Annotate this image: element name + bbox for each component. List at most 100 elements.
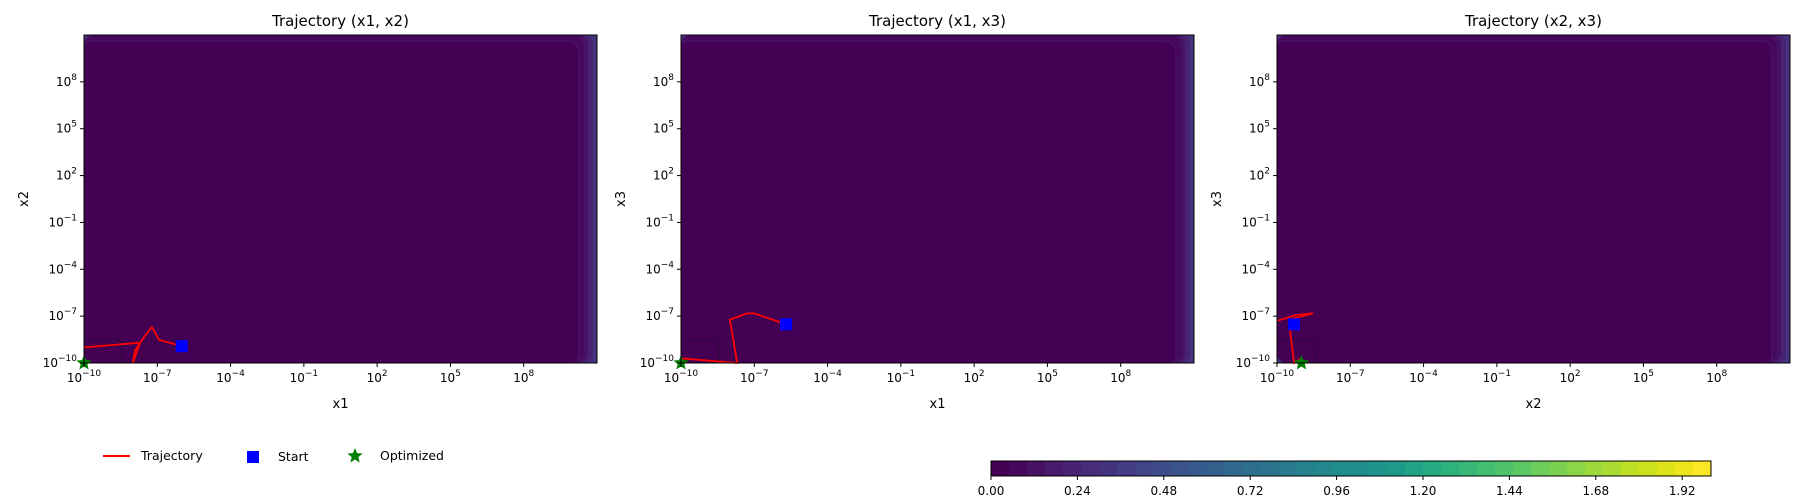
start-marker <box>175 340 188 353</box>
tick-exponent: −4 <box>661 260 675 270</box>
colorbar-band <box>1675 461 1694 476</box>
ticks: 10−10 10−7 10−4 10−1 102 105 10810−1010−710−41… <box>1236 73 1728 385</box>
tick-base: 10 <box>513 371 528 385</box>
colorbar-band <box>1549 461 1568 476</box>
colorbar-band <box>1063 461 1082 476</box>
colorbar-band <box>1225 461 1244 476</box>
x-tick-label: 10−10 <box>664 369 699 385</box>
tick-exponent: 5 <box>71 120 77 130</box>
tick-base: 10 <box>1110 371 1125 385</box>
y-tick-label: 10−10 <box>640 354 675 370</box>
tick-exponent: 5 <box>1264 120 1270 130</box>
x-tick-label: 10−7 <box>1336 369 1365 385</box>
y-tick-label: 10−7 <box>645 307 674 323</box>
plot-area <box>76 35 597 370</box>
tick-base: 10 <box>1633 371 1648 385</box>
trajectory-line <box>1276 312 1314 365</box>
tick-exponent: −1 <box>1498 369 1511 379</box>
tick-base: 10 <box>964 371 979 385</box>
x-tick-label: 102 <box>1560 369 1581 385</box>
colorbar-band <box>1585 461 1604 476</box>
x-tick-label: 10−10 <box>1260 369 1295 385</box>
colorbar-band <box>1045 461 1064 476</box>
colorbar-band <box>1207 461 1226 476</box>
colorbar-band <box>1567 461 1586 476</box>
colorbar-tick-label: 0.00 <box>978 484 1005 498</box>
tick-exponent: −1 <box>661 213 674 223</box>
tick-base: 10 <box>67 371 82 385</box>
contour-line-minimum <box>84 338 123 363</box>
tick-base: 10 <box>56 75 71 89</box>
tick-base: 10 <box>1409 371 1424 385</box>
contour-fill-plateau <box>84 40 580 363</box>
colorbar-band <box>1369 461 1388 476</box>
tick-exponent: −7 <box>755 369 768 379</box>
tick-exponent: 5 <box>668 120 674 130</box>
ticks: 10−10 10−7 10−4 10−1 102 105 10810−1010−710−41… <box>640 73 1132 385</box>
legend: Trajectory Start Optimized <box>103 448 444 464</box>
tick-base: 10 <box>740 371 755 385</box>
plot-area <box>673 35 1194 370</box>
colorbar-band <box>1531 461 1550 476</box>
tick-exponent: 2 <box>668 167 674 177</box>
colorbar-tick-label: 0.24 <box>1064 484 1091 498</box>
x-axis-label: x1 <box>333 397 349 412</box>
y-axis-label: x2 <box>17 191 32 207</box>
colorbar-tick-label: 1.68 <box>1582 484 1609 498</box>
y-tick-label: 10−7 <box>48 307 77 323</box>
tick-exponent: 2 <box>1575 369 1581 379</box>
trajectory-line <box>680 312 787 364</box>
x-tick-label: 10−4 <box>813 369 842 385</box>
tick-base: 10 <box>48 309 63 323</box>
tick-base: 10 <box>367 371 382 385</box>
x-tick-label: 108 <box>1110 369 1131 385</box>
colorbar-band <box>991 461 1010 476</box>
start-marker <box>1288 318 1301 331</box>
y-tick-label: 10−4 <box>48 260 77 276</box>
tick-base: 10 <box>1249 122 1264 136</box>
tick-base: 10 <box>56 122 71 136</box>
contour-line-minimum <box>681 338 720 363</box>
tick-exponent: −4 <box>64 260 78 270</box>
tick-exponent: 8 <box>1264 73 1270 83</box>
subplot-x1-x3: Trajectory (x1, x3) x1 x3 10−10 10−7 10−4 1… <box>614 12 1195 412</box>
x-tick-label: 108 <box>1706 369 1727 385</box>
optimized-marker <box>1293 355 1310 370</box>
tick-exponent: 8 <box>1125 369 1131 379</box>
tick-exponent: −4 <box>829 369 843 379</box>
tick-exponent: −10 <box>58 354 77 364</box>
colorbar-band <box>1423 461 1442 476</box>
colorbar-frame <box>990 460 1712 477</box>
y-tick-label: 105 <box>653 120 674 136</box>
tick-base: 10 <box>653 169 668 183</box>
y-tick-label: 10−1 <box>1241 213 1270 229</box>
tick-exponent: 5 <box>455 369 461 379</box>
tick-exponent: 8 <box>668 73 674 83</box>
y-tick-label: 10−10 <box>1236 354 1271 370</box>
contour-fill-plateau <box>681 40 1177 363</box>
tick-base: 10 <box>645 215 660 229</box>
tick-exponent: 2 <box>1264 167 1270 177</box>
colorbar-band <box>1117 461 1136 476</box>
axes-frame <box>680 34 1195 364</box>
axes-frame <box>83 34 598 364</box>
tick-exponent: 8 <box>1721 369 1727 379</box>
tick-exponent: 8 <box>71 73 77 83</box>
tick-exponent: −7 <box>1257 307 1270 317</box>
colorbar-band <box>1351 461 1370 476</box>
tick-exponent: −7 <box>158 369 171 379</box>
colorbar-band <box>1477 461 1496 476</box>
x-tick-label: 105 <box>440 369 461 385</box>
tick-exponent: −1 <box>1257 213 1270 223</box>
x-tick-label: 10−1 <box>887 369 916 385</box>
tick-exponent: −4 <box>232 369 246 379</box>
plot-area <box>1276 35 1790 370</box>
tick-base: 10 <box>43 356 58 370</box>
tick-exponent: 8 <box>528 369 534 379</box>
colorbar-band <box>1261 461 1280 476</box>
colorbar-band <box>1459 461 1478 476</box>
colorbar-band <box>1441 461 1460 476</box>
tick-base: 10 <box>1483 371 1498 385</box>
tick-exponent: −10 <box>1275 369 1294 379</box>
